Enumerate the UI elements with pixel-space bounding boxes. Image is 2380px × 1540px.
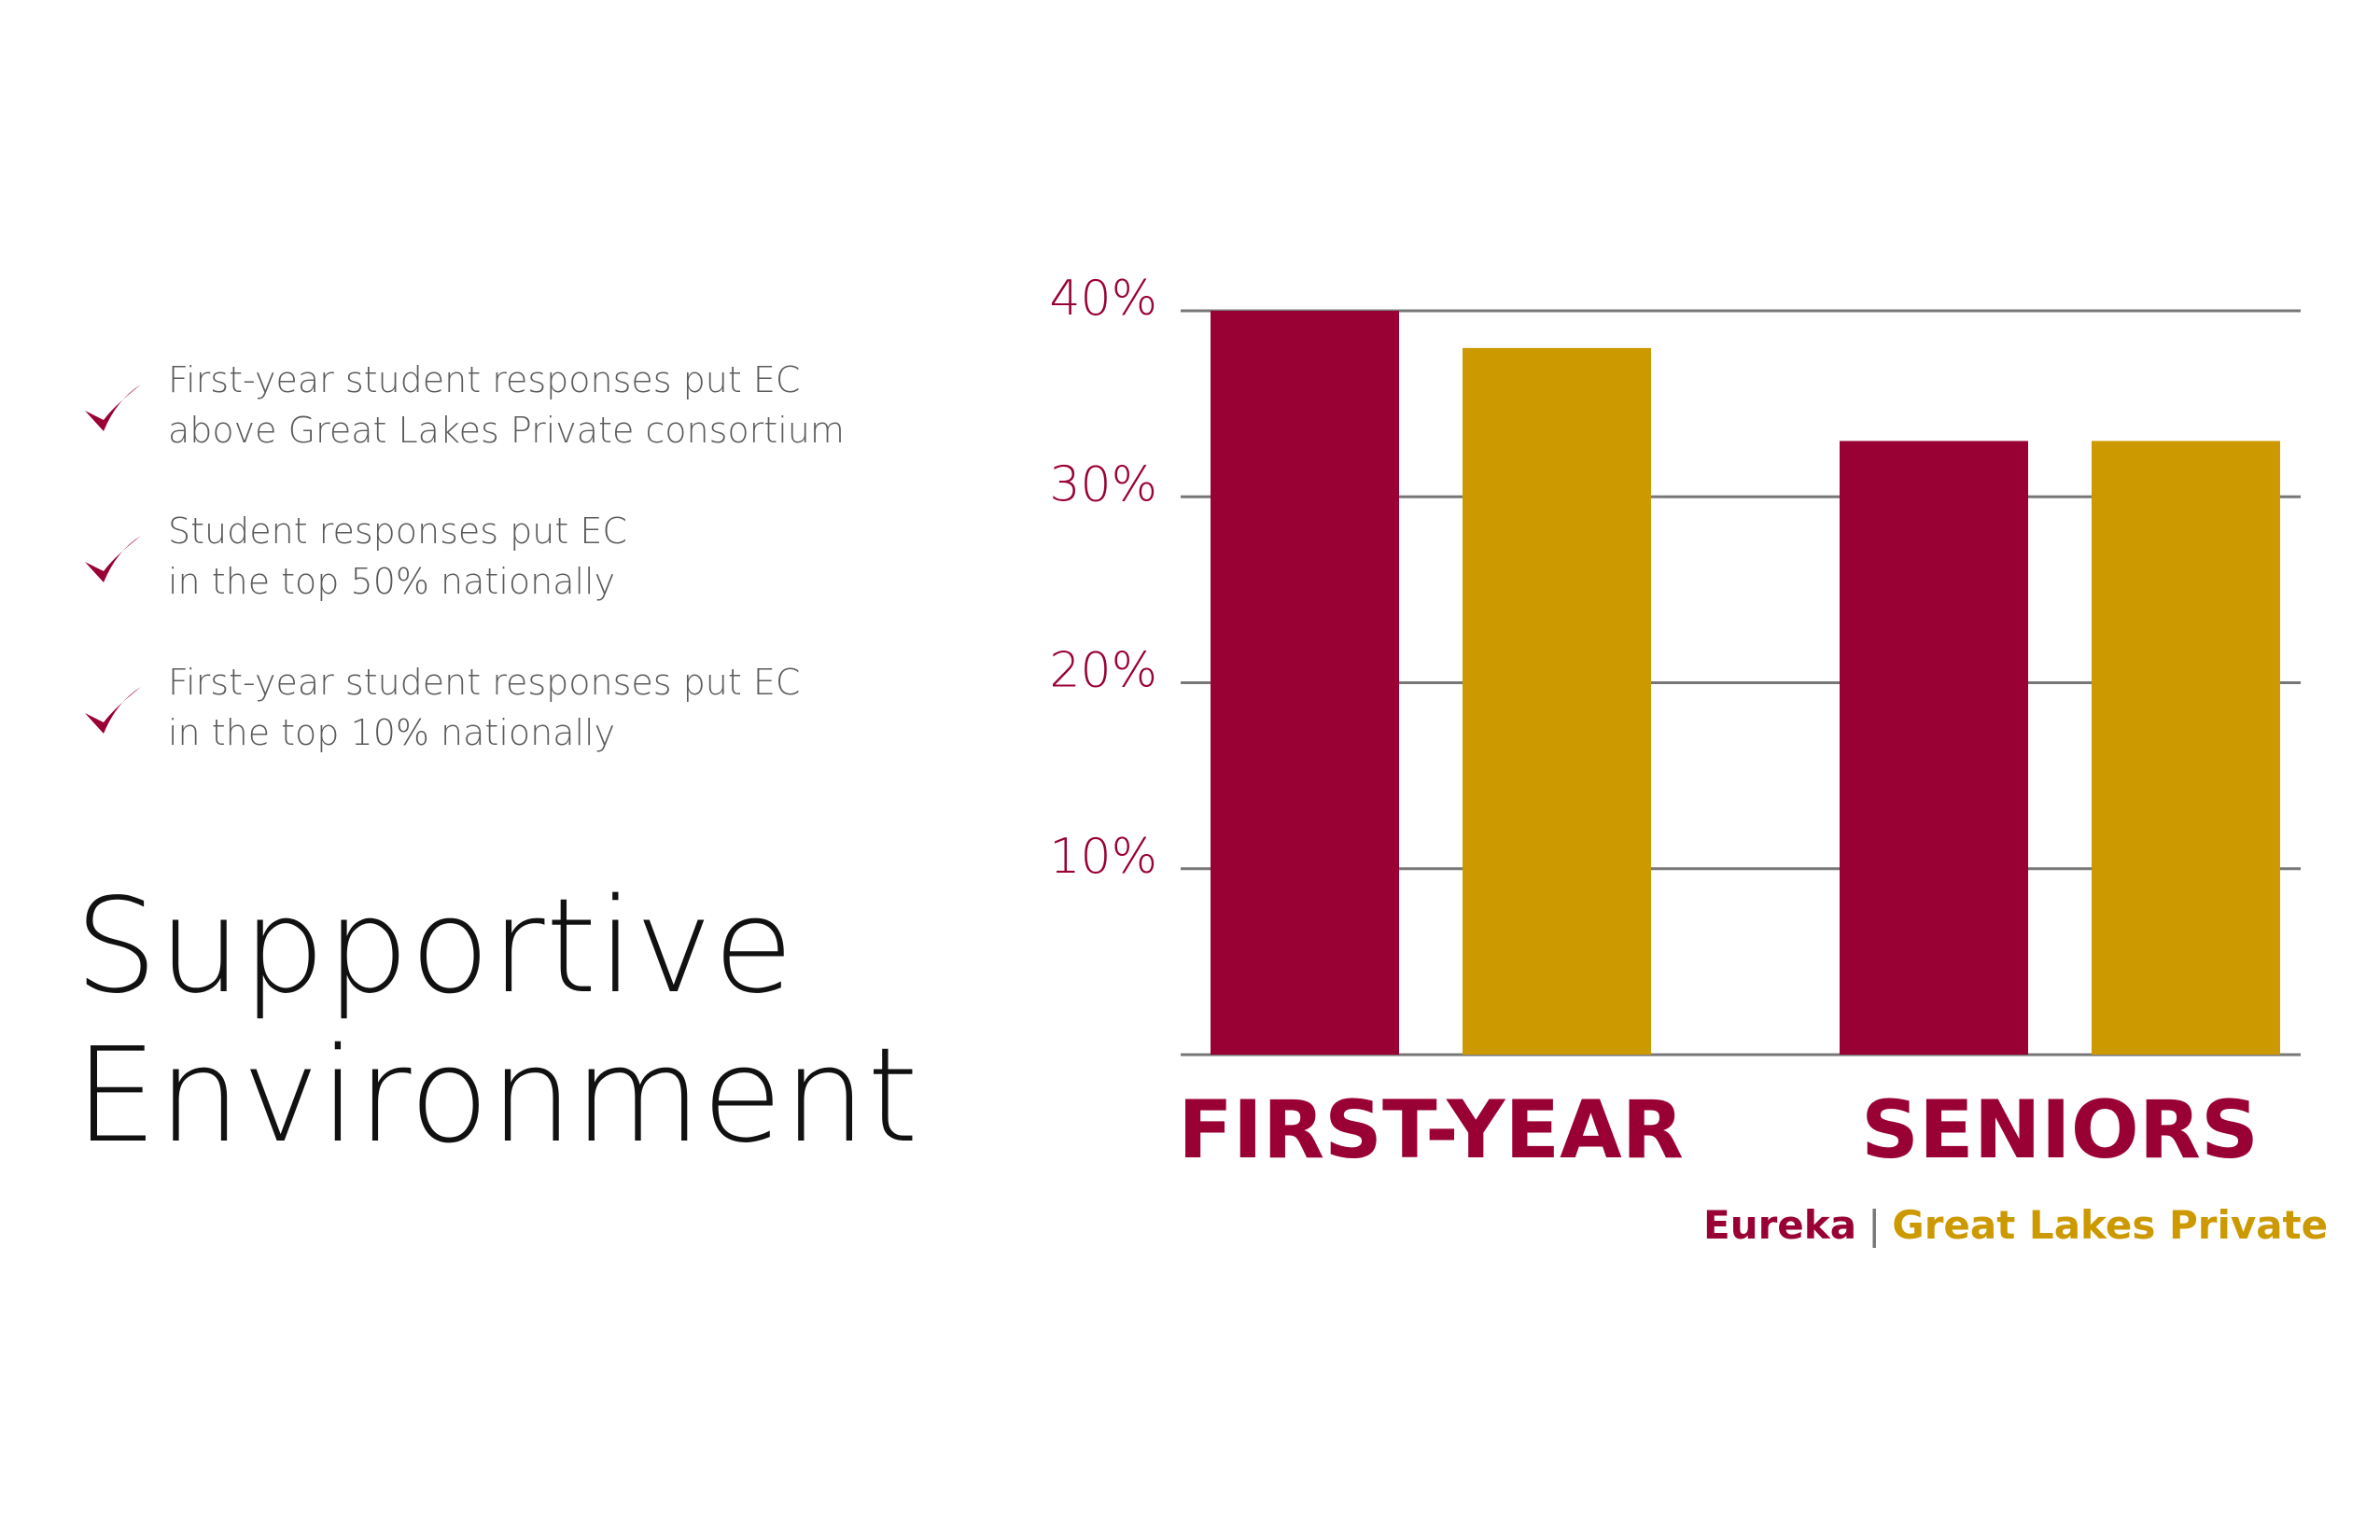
bullet-text: First-year student responses put EC in t… [168, 657, 800, 758]
bar [1463, 347, 1651, 1056]
y-tick-label: 20% [1049, 643, 1157, 699]
y-tick-label: 10% [1049, 829, 1157, 885]
bullet-line: above Great Lakes Private consortium [168, 410, 845, 451]
bullet-line: First-year student responses put EC [168, 662, 801, 703]
x-category-label: SENIORS [1861, 1084, 2259, 1177]
bar [1840, 441, 2028, 1056]
checkmark-icon [85, 385, 141, 431]
legend-separator: | [1868, 1202, 1882, 1248]
bullet-text: Student responses put EC in the top 50% … [168, 506, 627, 607]
bullet-text: First-year student responses put EC abov… [168, 355, 845, 455]
chart-legend: Eureka | Great Lakes Private [1703, 1202, 2328, 1248]
bar [2092, 441, 2280, 1056]
bullet-line: Student responses put EC [168, 511, 627, 552]
page-title-line: Supportive [75, 871, 795, 1023]
bullet-line: in the top 10% nationally [168, 712, 616, 753]
legend-series-great-lakes-private: Great Lakes Private [1892, 1202, 2329, 1248]
page-title-line: Environment [75, 1020, 919, 1172]
checkmark-icon [85, 687, 141, 734]
bullet-line: in the top 50% nationally [168, 561, 616, 602]
bar [1211, 311, 1399, 1055]
page-title: Supportive Environment [75, 873, 919, 1171]
checkmark-icon [85, 536, 141, 582]
bullet-item: First-year student responses put EC in t… [79, 657, 919, 769]
legend-series-eureka: Eureka [1703, 1202, 1857, 1248]
y-tick-label: 30% [1049, 456, 1157, 512]
bullet-item: Student responses put EC in the top 50% … [79, 506, 919, 618]
bullet-line: First-year student responses put EC [168, 359, 801, 400]
x-category-label: FIRST-YEAR [1178, 1084, 1684, 1177]
bullet-item: First-year student responses put EC abov… [79, 355, 919, 467]
y-tick-label: 40% [1049, 271, 1157, 327]
